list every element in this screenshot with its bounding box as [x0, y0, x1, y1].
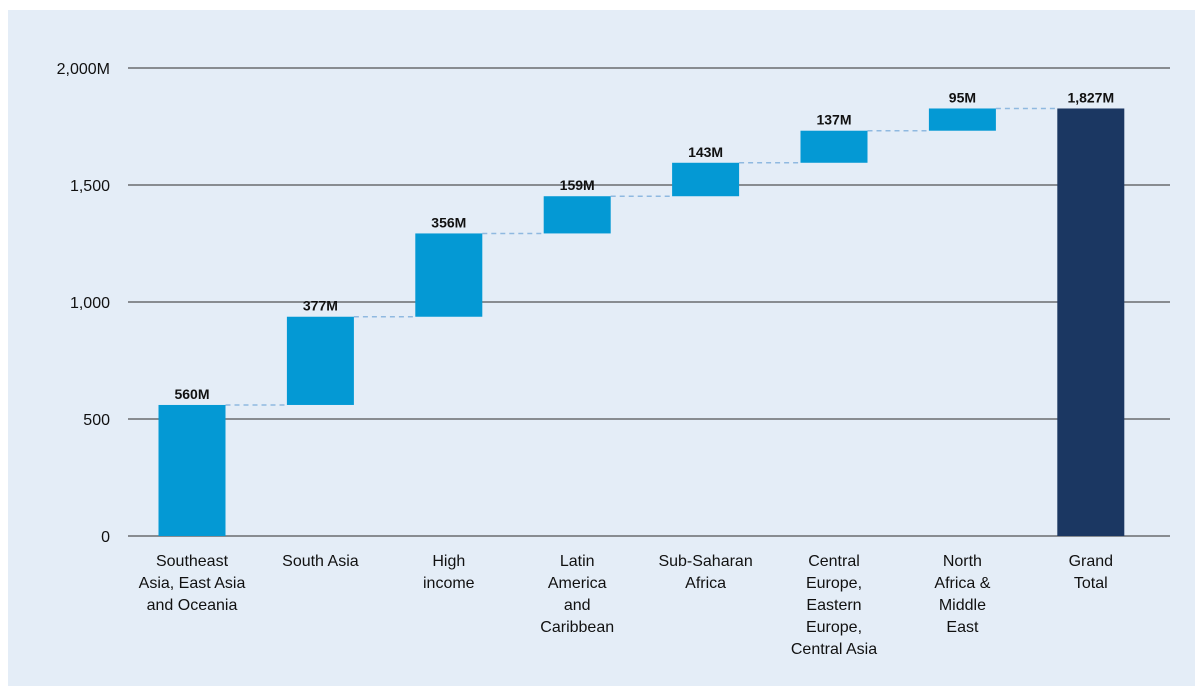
data-label: 377M — [303, 298, 338, 314]
category-label-line: Total — [1074, 575, 1108, 592]
category-label-line: Africa & — [934, 575, 990, 592]
category-label: Latin America and Caribbean — [540, 553, 614, 636]
category-label-line: East — [946, 619, 979, 636]
labels: 0 500 1,000 1,500 2,000M 560M Southeast Asia, E… — [57, 61, 1115, 658]
data-label: 1,827M — [1067, 89, 1114, 105]
category-label: High income — [423, 553, 475, 592]
category-label: Sub-Saharan Africa — [658, 553, 752, 592]
category-label-line: Europe, — [806, 619, 862, 636]
category-label: Southeast Asia, East Asia and Oceania — [139, 553, 246, 614]
data-label: 356M — [431, 214, 466, 230]
category-label: South Asia — [282, 553, 359, 570]
y-tick-label: 2,000M — [57, 61, 110, 78]
category-label-line: America — [548, 575, 607, 592]
data-label: 159M — [560, 177, 595, 193]
category-label: Central Europe, Eastern Europe, Central Asia — [791, 553, 877, 658]
category-label-line: Middle — [939, 597, 986, 614]
y-tick-label: 0 — [101, 529, 110, 546]
category-label-line: and — [564, 597, 591, 614]
total-bar — [1057, 108, 1125, 537]
category-label-line: Africa — [685, 575, 726, 592]
y-tick-label: 500 — [83, 412, 110, 429]
category-label-line: North — [943, 553, 982, 570]
y-tick-label: 1,000 — [70, 295, 110, 312]
category-label-line: Caribbean — [540, 619, 614, 636]
data-label: 560M — [174, 386, 209, 402]
category-label-line: and Oceania — [147, 597, 238, 614]
increment-bar — [928, 108, 996, 131]
increment-bar — [543, 196, 611, 234]
connector-lines — [225, 107, 1058, 406]
bars — [158, 108, 1125, 537]
increment-bar — [158, 404, 226, 536]
category-label: Grand Total — [1069, 553, 1113, 592]
grid-lines — [128, 67, 1170, 537]
category-label-line: Central Asia — [791, 641, 877, 658]
category-label-line: South Asia — [282, 553, 359, 570]
category-label-line: Sub-Saharan — [658, 553, 752, 570]
category-label-line: Southeast — [156, 553, 229, 570]
category-label-line: Europe, — [806, 575, 862, 592]
increment-bar — [800, 130, 868, 163]
increment-bar — [672, 162, 740, 197]
category-label-line: Grand — [1069, 553, 1113, 570]
category-label-line: High — [432, 553, 465, 570]
category-label-line: Asia, East Asia — [139, 575, 246, 592]
increment-bar — [286, 316, 354, 405]
data-label: 137M — [816, 112, 851, 128]
increment-bar — [415, 233, 483, 317]
data-label: 95M — [949, 89, 976, 105]
data-label: 143M — [688, 144, 723, 160]
y-tick-label: 1,500 — [70, 178, 110, 195]
category-label: North Africa & Middle East — [934, 553, 990, 636]
category-label-line: income — [423, 575, 475, 592]
chart-panel — [8, 10, 1195, 686]
category-label-line: Latin — [560, 553, 595, 570]
category-label-line: Eastern — [806, 597, 861, 614]
category-label-line: Central — [808, 553, 860, 570]
